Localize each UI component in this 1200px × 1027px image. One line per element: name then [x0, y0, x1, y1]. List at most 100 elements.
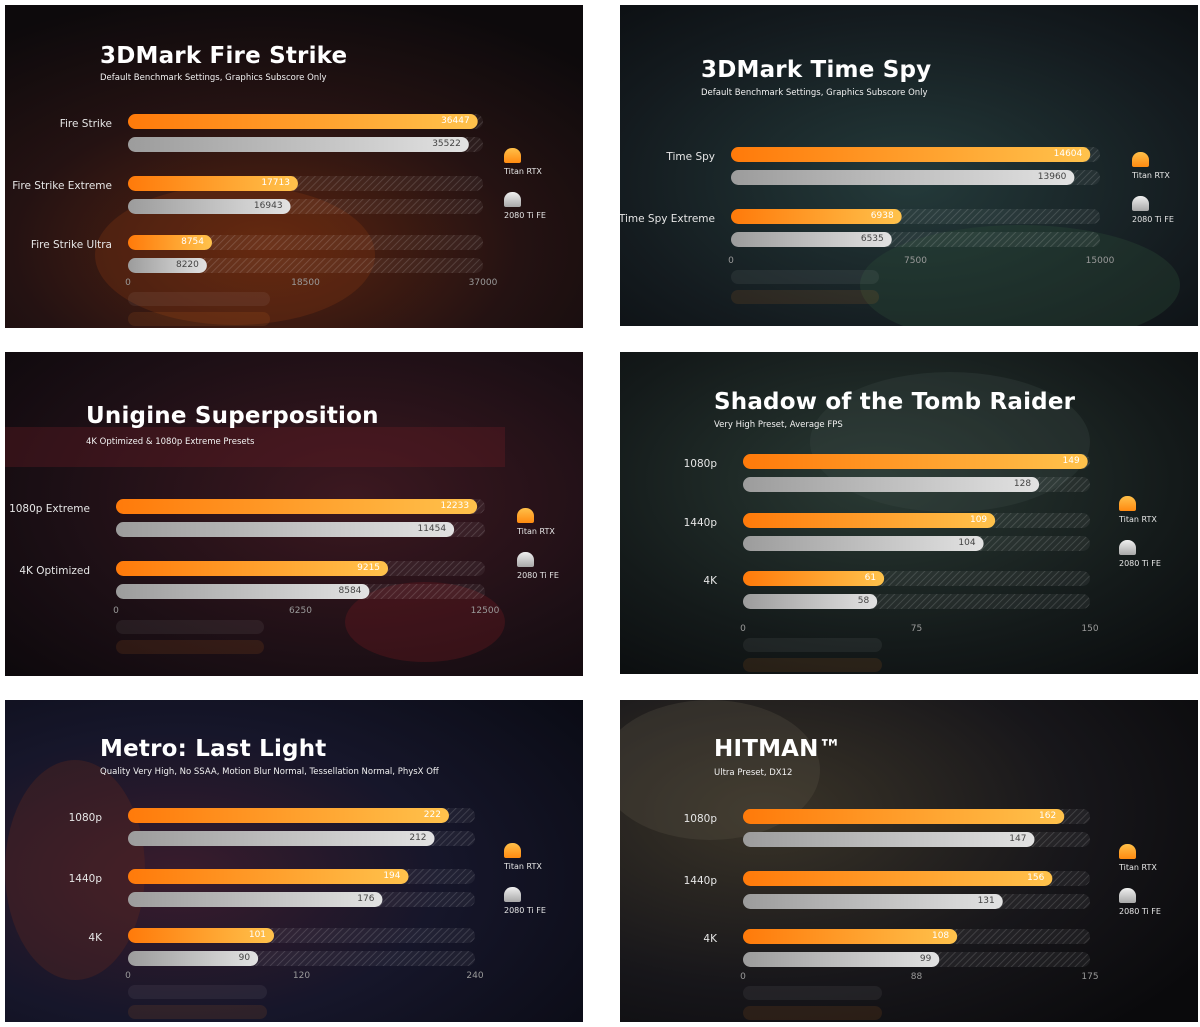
x-tick-label: 6250	[289, 606, 312, 616]
x-tick-label: 0	[740, 624, 746, 634]
category-label: Fire Strike	[59, 118, 112, 130]
bar-titan-rtx	[128, 869, 409, 884]
data-label: 147	[1009, 834, 1027, 844]
data-label: 176	[357, 894, 375, 904]
bar-plot	[743, 809, 1090, 967]
legend-label: 2080 Ti FE	[504, 906, 546, 915]
category-label: 1440p	[683, 875, 717, 887]
legend-item-titan: Titan RTX	[1119, 844, 1179, 888]
data-label: 6938	[870, 211, 894, 221]
chart-panel-fire-strike: 3DMark Fire Strike Default Benchmark Set…	[5, 5, 583, 328]
x-tick-label: 0	[740, 972, 746, 982]
category-label: 1080p	[683, 458, 717, 470]
x-tick-label: 0	[125, 278, 131, 288]
chart-subtitle: Default Benchmark Settings, Graphics Sub…	[701, 88, 928, 98]
data-label: 17713	[261, 178, 290, 188]
data-label: 61	[864, 573, 877, 583]
chart-title: Shadow of the Tomb Raider	[714, 389, 1076, 415]
x-tick-label: 12500	[470, 606, 500, 616]
legend-item-titan: Titan RTX	[504, 148, 564, 192]
data-label: 212	[409, 833, 427, 843]
chart-subtitle: Quality Very High, No SSAA, Motion Blur …	[100, 767, 439, 777]
decorative-blur-bar	[116, 640, 264, 654]
legend-label: Titan RTX	[517, 527, 555, 536]
bar-2080-ti-fe	[128, 137, 469, 152]
bar-track	[128, 235, 483, 250]
chart-title: HITMAN™	[714, 736, 842, 762]
category-label: Fire Strike Extreme	[12, 180, 112, 192]
data-label: 36447	[441, 116, 470, 126]
bar-2080-ti-fe	[743, 594, 878, 609]
data-label: 8754	[181, 237, 204, 247]
bar-plot	[731, 147, 1100, 247]
bar-titan-rtx	[743, 571, 885, 586]
legend-item-fe: 2080 Ti FE	[1119, 540, 1179, 584]
legend-item-fe: 2080 Ti FE	[504, 192, 564, 236]
legend-label: 2080 Ti FE	[1119, 559, 1161, 568]
bar-titan-rtx	[116, 561, 389, 576]
bar-plot	[128, 808, 475, 966]
chart-subtitle: Ultra Preset, DX12	[714, 768, 793, 778]
legend-item-titan: Titan RTX	[1119, 496, 1179, 540]
data-label: 128	[1013, 479, 1032, 489]
data-label: 162	[1039, 811, 1057, 821]
category-label: 1440p	[68, 873, 102, 885]
bar-2080-ti-fe	[731, 170, 1075, 185]
data-label: 11454	[417, 524, 447, 534]
data-label: 9215	[357, 563, 381, 573]
x-tick-label: 0	[113, 606, 119, 616]
legend-label: 2080 Ti FE	[1132, 215, 1174, 224]
legend-label: Titan RTX	[1132, 171, 1170, 180]
decorative-blur-bar	[743, 658, 882, 672]
chart-panel-tomb-raider: Shadow of the Tomb Raider Very High Pres…	[620, 352, 1198, 674]
bar-plot	[116, 499, 485, 599]
data-label: 35522	[432, 139, 461, 149]
x-tick-label: 15000	[1085, 256, 1115, 266]
data-label: 13960	[1037, 172, 1067, 182]
chart-panel-metro: Metro: Last Light Quality Very High, No …	[5, 700, 583, 1022]
panel-background	[620, 5, 1198, 326]
titan-rtx-swatch-icon	[504, 843, 521, 858]
legend-item-fe: 2080 Ti FE	[504, 887, 564, 931]
2080-ti-fe-swatch-icon	[1132, 196, 1149, 211]
x-tick-label: 88	[910, 972, 923, 982]
chart-panel-hitman: HITMAN™ Ultra Preset, DX12 162 147 1080p 15…	[620, 700, 1198, 1022]
category-label: 4K Optimized	[19, 565, 90, 577]
category-label: Time Spy	[666, 151, 715, 163]
legend-label: 2080 Ti FE	[517, 571, 559, 580]
bar-titan-rtx	[116, 499, 478, 514]
bar-titan-rtx	[743, 454, 1088, 469]
bar-titan-rtx	[743, 513, 996, 528]
data-label: 149	[1062, 456, 1080, 466]
bar-track	[128, 258, 483, 273]
bar-2080-ti-fe	[743, 894, 1003, 909]
bar-titan-rtx	[128, 928, 275, 943]
chart-subtitle: Default Benchmark Settings, Graphics Sub…	[100, 73, 327, 83]
data-label: 109	[969, 515, 988, 525]
titan-rtx-swatch-icon	[517, 508, 534, 523]
decorative-blur-bar	[128, 985, 267, 999]
bar-plot	[743, 454, 1090, 609]
bar-titan-rtx	[128, 114, 478, 129]
data-label: 101	[248, 930, 267, 940]
chart-subtitle: 4K Optimized & 1080p Extreme Presets	[86, 437, 255, 447]
legend-item-fe: 2080 Ti FE	[1119, 888, 1179, 932]
chart-panel-time-spy: 3DMark Time Spy Default Benchmark Settin…	[620, 5, 1198, 326]
chart-subtitle: Very High Preset, Average FPS	[714, 420, 843, 430]
x-tick-label: 240	[466, 971, 484, 981]
chart-title: Unigine Superposition	[86, 403, 379, 429]
decorative-blur-bar	[128, 1005, 267, 1019]
bar-2080-ti-fe	[743, 952, 940, 967]
2080-ti-fe-swatch-icon	[517, 552, 534, 567]
bar-2080-ti-fe	[128, 831, 435, 846]
legend-label: Titan RTX	[504, 862, 542, 871]
data-label: 6535	[860, 234, 884, 244]
data-label: 156	[1027, 873, 1045, 883]
data-label: 58	[857, 596, 870, 606]
bar-2080-ti-fe	[128, 199, 291, 214]
decorative-blur-bar	[743, 986, 882, 1000]
bar-titan-rtx	[128, 808, 449, 823]
x-tick-label: 175	[1081, 972, 1099, 982]
panel-background	[620, 700, 1198, 1022]
legend-item-fe: 2080 Ti FE	[1132, 196, 1192, 240]
